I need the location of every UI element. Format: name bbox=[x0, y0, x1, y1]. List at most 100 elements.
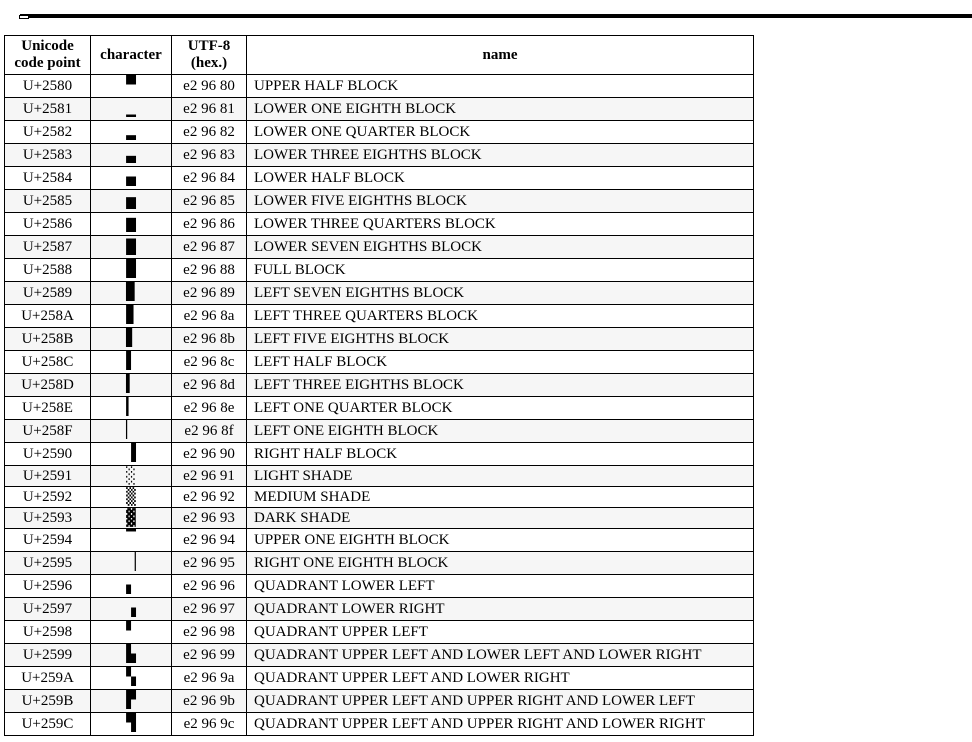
utf8-cell: e2 96 90 bbox=[171, 442, 247, 466]
name-cell: LEFT FIVE EIGHTHS BLOCK bbox=[246, 327, 754, 351]
table-row: U+258D ▍ e2 96 8d LEFT THREE EIGHTHS BLOCK bbox=[4, 373, 754, 397]
table-row: U+2581 ▁ e2 96 81 LOWER ONE EIGHTH BLOCK bbox=[4, 97, 754, 121]
character-cell: ▓ bbox=[90, 507, 172, 529]
name-cell: QUADRANT UPPER LEFT AND LOWER RIGHT bbox=[246, 666, 754, 690]
name-cell: LEFT ONE QUARTER BLOCK bbox=[246, 396, 754, 420]
block-glyph: ▋ bbox=[126, 328, 136, 347]
header-character: character bbox=[90, 35, 172, 75]
utf8-cell: e2 96 8a bbox=[171, 304, 247, 328]
code-point-cell: U+2584 bbox=[4, 166, 91, 190]
character-cell: ▅ bbox=[90, 189, 172, 213]
name-cell: LEFT ONE EIGHTH BLOCK bbox=[246, 419, 754, 443]
block-glyph: ▊ bbox=[126, 305, 136, 324]
table-row: U+2591 ░ e2 96 91 LIGHT SHADE bbox=[4, 465, 754, 487]
character-cell: ▇ bbox=[90, 235, 172, 259]
utf8-cell: e2 96 93 bbox=[171, 507, 247, 529]
table-row: U+2584 ▄ e2 96 84 LOWER HALF BLOCK bbox=[4, 166, 754, 190]
name-cell: LEFT HALF BLOCK bbox=[246, 350, 754, 374]
character-cell: ░ bbox=[90, 465, 172, 487]
utf8-cell: e2 96 9b bbox=[171, 689, 247, 713]
block-glyph: ▖ bbox=[126, 575, 136, 594]
table-row: U+2588 █ e2 96 88 FULL BLOCK bbox=[4, 258, 754, 282]
character-cell: ▋ bbox=[90, 327, 172, 351]
table-row: U+2580 ▀ e2 96 80 UPPER HALF BLOCK bbox=[4, 74, 754, 98]
character-cell: ▕ bbox=[90, 551, 172, 575]
block-glyph: ▗ bbox=[126, 598, 136, 617]
utf8-cell: e2 96 98 bbox=[171, 620, 247, 644]
header-name: name bbox=[246, 35, 754, 75]
utf8-cell: e2 96 96 bbox=[171, 574, 247, 598]
table-row: U+2598 ▘ e2 96 98 QUADRANT UPPER LEFT bbox=[4, 620, 754, 644]
block-glyph: ▇ bbox=[126, 236, 136, 255]
table-header-row: Unicode code point character UTF-8 (hex.… bbox=[4, 35, 754, 75]
code-point-cell: U+2590 bbox=[4, 442, 91, 466]
table-row: U+2594 ▔ e2 96 94 UPPER ONE EIGHTH BLOCK bbox=[4, 528, 754, 552]
code-point-cell: U+258A bbox=[4, 304, 91, 328]
block-glyph: ▔ bbox=[126, 529, 136, 548]
character-cell: ▊ bbox=[90, 304, 172, 328]
block-glyph: ▃ bbox=[126, 144, 136, 163]
character-cell: ▉ bbox=[90, 281, 172, 305]
code-point-cell: U+258F bbox=[4, 419, 91, 443]
utf8-cell: e2 96 8d bbox=[171, 373, 247, 397]
block-elements-table: Unicode code point character UTF-8 (hex.… bbox=[4, 35, 754, 736]
code-point-cell: U+2587 bbox=[4, 235, 91, 259]
utf8-cell: e2 96 89 bbox=[171, 281, 247, 305]
name-cell: QUADRANT LOWER LEFT bbox=[246, 574, 754, 598]
table-row: U+2597 ▗ e2 96 97 QUADRANT LOWER RIGHT bbox=[4, 597, 754, 621]
table-row: U+2599 ▙ e2 96 99 QUADRANT UPPER LEFT AND L… bbox=[4, 643, 754, 667]
table-row: U+2586 ▆ e2 96 86 LOWER THREE QUARTERS BLOC… bbox=[4, 212, 754, 236]
name-cell: LEFT THREE QUARTERS BLOCK bbox=[246, 304, 754, 328]
horizontal-rule bbox=[20, 14, 972, 18]
block-glyph: ▏ bbox=[126, 420, 136, 439]
name-cell: MEDIUM SHADE bbox=[246, 486, 754, 508]
character-cell: ▜ bbox=[90, 712, 172, 736]
utf8-cell: e2 96 81 bbox=[171, 97, 247, 121]
code-point-cell: U+2593 bbox=[4, 507, 91, 529]
code-point-cell: U+2581 bbox=[4, 97, 91, 121]
name-cell: QUADRANT LOWER RIGHT bbox=[246, 597, 754, 621]
utf8-cell: e2 96 95 bbox=[171, 551, 247, 575]
code-point-cell: U+2596 bbox=[4, 574, 91, 598]
name-cell: QUADRANT UPPER LEFT AND UPPER RIGHT AND … bbox=[246, 712, 754, 736]
character-cell: ▍ bbox=[90, 373, 172, 397]
table-row: U+258B ▋ e2 96 8b LEFT FIVE EIGHTHS BLOCK bbox=[4, 327, 754, 351]
utf8-cell: e2 96 94 bbox=[171, 528, 247, 552]
utf8-cell: e2 96 83 bbox=[171, 143, 247, 167]
block-glyph: ▐ bbox=[126, 443, 136, 462]
table-row: U+2592 ▒ e2 96 92 MEDIUM SHADE bbox=[4, 486, 754, 508]
code-point-cell: U+2592 bbox=[4, 486, 91, 508]
block-glyph: ▅ bbox=[126, 190, 136, 209]
character-cell: ▌ bbox=[90, 350, 172, 374]
utf8-cell: e2 96 85 bbox=[171, 189, 247, 213]
code-point-cell: U+2599 bbox=[4, 643, 91, 667]
block-glyph: ▄ bbox=[126, 167, 136, 186]
block-glyph: ░ bbox=[126, 465, 136, 485]
code-point-cell: U+258E bbox=[4, 396, 91, 420]
code-point-cell: U+2588 bbox=[4, 258, 91, 282]
code-point-cell: U+259C bbox=[4, 712, 91, 736]
character-cell: ▗ bbox=[90, 597, 172, 621]
name-cell: LEFT SEVEN EIGHTHS BLOCK bbox=[246, 281, 754, 305]
utf8-cell: e2 96 8c bbox=[171, 350, 247, 374]
utf8-cell: e2 96 97 bbox=[171, 597, 247, 621]
block-glyph: ▍ bbox=[126, 374, 136, 393]
block-glyph: ▌ bbox=[126, 351, 136, 370]
name-cell: QUADRANT UPPER LEFT AND UPPER RIGHT AND … bbox=[246, 689, 754, 713]
code-point-cell: U+2585 bbox=[4, 189, 91, 213]
character-cell: ▙ bbox=[90, 643, 172, 667]
character-cell: ▒ bbox=[90, 486, 172, 508]
code-point-cell: U+259B bbox=[4, 689, 91, 713]
character-cell: ▔ bbox=[90, 528, 172, 552]
code-point-cell: U+2583 bbox=[4, 143, 91, 167]
table-body: U+2580 ▀ e2 96 80 UPPER HALF BLOCK U+2581 ▁ e2… bbox=[4, 74, 754, 736]
table-row: U+2590 ▐ e2 96 90 RIGHT HALF BLOCK bbox=[4, 442, 754, 466]
utf8-cell: e2 96 82 bbox=[171, 120, 247, 144]
block-glyph: ▀ bbox=[126, 75, 136, 94]
table-row: U+2589 ▉ e2 96 89 LEFT SEVEN EIGHTHS BLOCK bbox=[4, 281, 754, 305]
utf8-cell: e2 96 9a bbox=[171, 666, 247, 690]
table-row: U+258E ▎ e2 96 8e LEFT ONE QUARTER BLOCK bbox=[4, 396, 754, 420]
character-cell: ▁ bbox=[90, 97, 172, 121]
block-glyph: ▆ bbox=[126, 213, 136, 232]
character-cell: ▃ bbox=[90, 143, 172, 167]
